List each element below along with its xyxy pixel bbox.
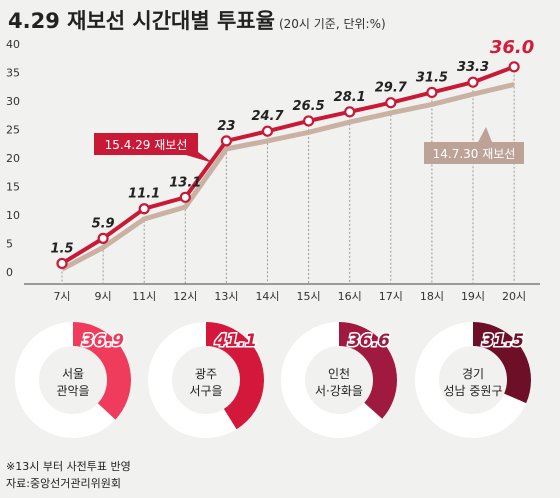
x-tick-label: 7시 [53,290,70,303]
donut-arc [415,322,531,438]
x-tick-label: 12시 [173,290,197,303]
donut-name: 광주 [195,367,217,381]
donut-name: 서·강화을 [315,384,363,398]
y-tick-label: 0 [6,266,13,279]
data-point [261,125,274,137]
y-tick-label: 35 [6,67,20,80]
x-tick-label: 20시 [502,290,526,303]
data-label: 24.7 [251,109,284,124]
data-point [97,232,109,244]
donut-value: 31.5 [482,331,524,351]
x-tick-label: 11시 [132,290,156,303]
y-tick-label: 20 [6,152,20,165]
donut-arc [148,322,264,438]
y-tick-label: 15 [6,181,20,194]
footnote: ※13시 부터 사전투표 반영 [6,460,131,473]
donut-name: 서울 [62,367,84,381]
donut-value: 36.6 [348,331,390,351]
data-point [303,115,315,127]
data-label: 31.5 [416,70,448,85]
x-tick-label: 16시 [338,290,362,303]
donut-value: 36.9 [82,331,124,351]
donut-arc [281,322,397,438]
series-line-2015 [60,64,515,266]
data-point [220,135,232,147]
unit-note: (20시 기준, 단위:%) [278,17,386,31]
donut-name: 경기 [462,367,484,381]
callout-pointer [478,127,492,142]
x-tick-label: 14시 [255,290,279,303]
data-label: 29.7 [375,81,408,96]
x-tick-label: 9시 [95,290,112,303]
data-point [56,257,68,270]
donut-arc [15,322,131,438]
data-point [344,106,356,118]
data-label: 28.1 [334,90,366,105]
legend-label-2014: 14.7.30 재보선 [433,147,516,161]
data-label: 36.0 [490,37,534,58]
donut-name: 성남 중원구 [443,384,502,398]
data-point [508,61,520,73]
data-label: 5.9 [92,216,115,231]
data-point [138,203,150,215]
legend-callout-2015 [94,133,198,155]
data-point [385,97,397,109]
data-label: 23 [217,119,235,134]
data-point [179,191,191,203]
legend-label-2015: 15.4.29 재보선 [105,138,188,152]
data-point [426,86,438,99]
donut-name: 인천 [328,366,350,381]
donut-value: 41.1 [214,331,257,351]
legend-callout-2014 [424,142,524,164]
x-tick-label: 15시 [297,290,321,303]
x-tick-label: 19시 [461,290,485,303]
data-label: 11.1 [128,187,160,202]
x-tick-label: 13시 [214,290,238,303]
data-label: 1.5 [50,241,73,256]
chart-title: 4.29 재보선 시간대별 투표율 (20시 기준, 단위:%) [8,9,386,33]
y-tick-label: 30 [6,95,20,108]
donut-3: 36.6 인천서·강화을 [281,322,397,438]
x-tick-label: 17시 [379,290,403,303]
y-tick-label: 5 [6,238,13,251]
x-tick-label: 18시 [420,290,444,303]
data-point [467,76,479,88]
y-tick-label: 25 [6,124,20,137]
callout-pointer [186,146,213,163]
donut-name: 관악을 [56,384,89,398]
series-line-2014 [60,82,515,272]
y-tick-label: 40 [6,38,20,51]
y-tick-label: 10 [6,209,20,222]
data-label: 13.1 [169,175,201,190]
data-label: 26.5 [293,99,325,114]
donut-name: 서구을 [189,384,222,398]
data-label: 33.3 [457,60,489,75]
source-note: 자료:중앙선거관리위원회 [6,477,122,490]
